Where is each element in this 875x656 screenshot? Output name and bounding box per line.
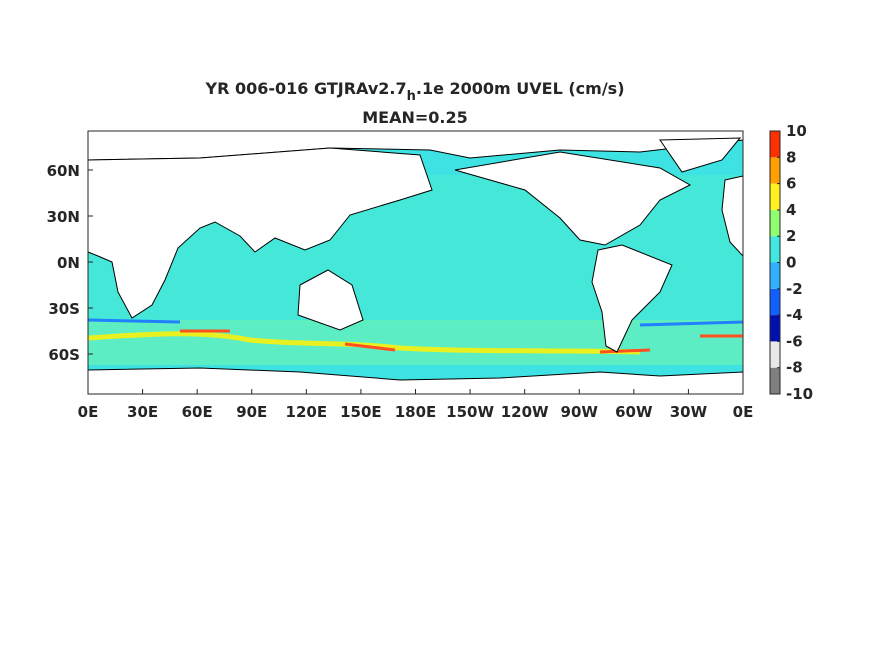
acc-west [87,318,744,327]
acc-jet-core [180,329,743,354]
y-tick-label: 60S [48,346,80,364]
colorbar-tick-label: 2 [786,227,796,245]
colorbar-tick-label: 4 [786,201,796,219]
colorbar-tick-label: -10 [786,385,813,403]
colorbar-tick-label: -2 [786,280,803,298]
x-tick-label: 60W [615,403,653,421]
y-tick-label: 0N [57,254,80,272]
colorbar: 10 8 6 4 2 0 -2 -4 -6 -8 -10 [769,122,813,403]
title: YR 006-016 GTJRAv2.7h.1e 2000m UVEL (cm/… [205,79,625,104]
acc-jet [87,331,641,355]
colorbar-tick-label: 0 [786,254,796,272]
colorbar-swatch [770,367,780,394]
west-africa [721,175,744,258]
x-tick-label: 0E [78,403,99,421]
x-tick-label: 30W [670,403,708,421]
colorbar-swatch [770,209,780,237]
y-tick-label: 30S [48,300,80,318]
x-tick-label: 120E [286,403,328,421]
x-tick-label: 180E [395,403,437,421]
x-tick-label: 60E [182,403,213,421]
title-subscript: h [407,89,416,104]
y-tick-label: 60N [47,162,80,180]
title-suffix: .1e 2000m UVEL (cm/s) [416,79,625,98]
x-tick-label: 0E [733,403,754,421]
colorbar-swatch [770,288,780,316]
colorbar-swatch [770,262,780,289]
x-tick-label: 150E [340,403,382,421]
colorbar-tick-label: 6 [786,175,796,193]
land [87,130,744,395]
colorbar-tick-label: 10 [786,122,807,140]
colorbar-tick-label: -8 [786,359,803,377]
south-america [591,244,673,353]
colorbar-swatch [770,341,780,368]
x-tick-label: 30E [127,403,158,421]
y-tick-label: 30N [47,208,80,226]
colorbar-swatch [770,315,780,342]
eurasia-africa [87,147,433,319]
colorbar-tick-label: 8 [786,148,796,166]
acc-band [88,320,743,365]
x-tick-label: 150W [446,403,494,421]
greenland [659,137,742,173]
x-tick-label: 90W [561,403,599,421]
colorbar-swatch [770,131,780,158]
colorbar-tick-label: -6 [786,332,803,350]
north-america [454,151,692,246]
subtitle: MEAN=0.25 [362,108,468,127]
colorbar-swatch [770,157,780,184]
australia [297,269,364,331]
colorbar-swatch [770,183,780,210]
x-tick-label: 120W [501,403,549,421]
colorbar-swatch [770,236,780,263]
x-tick-label: 90E [236,403,267,421]
map [87,130,744,395]
title-prefix: YR 006-016 GTJRAv2.7 [205,79,407,98]
colorbar-tick-label: -4 [786,306,803,324]
